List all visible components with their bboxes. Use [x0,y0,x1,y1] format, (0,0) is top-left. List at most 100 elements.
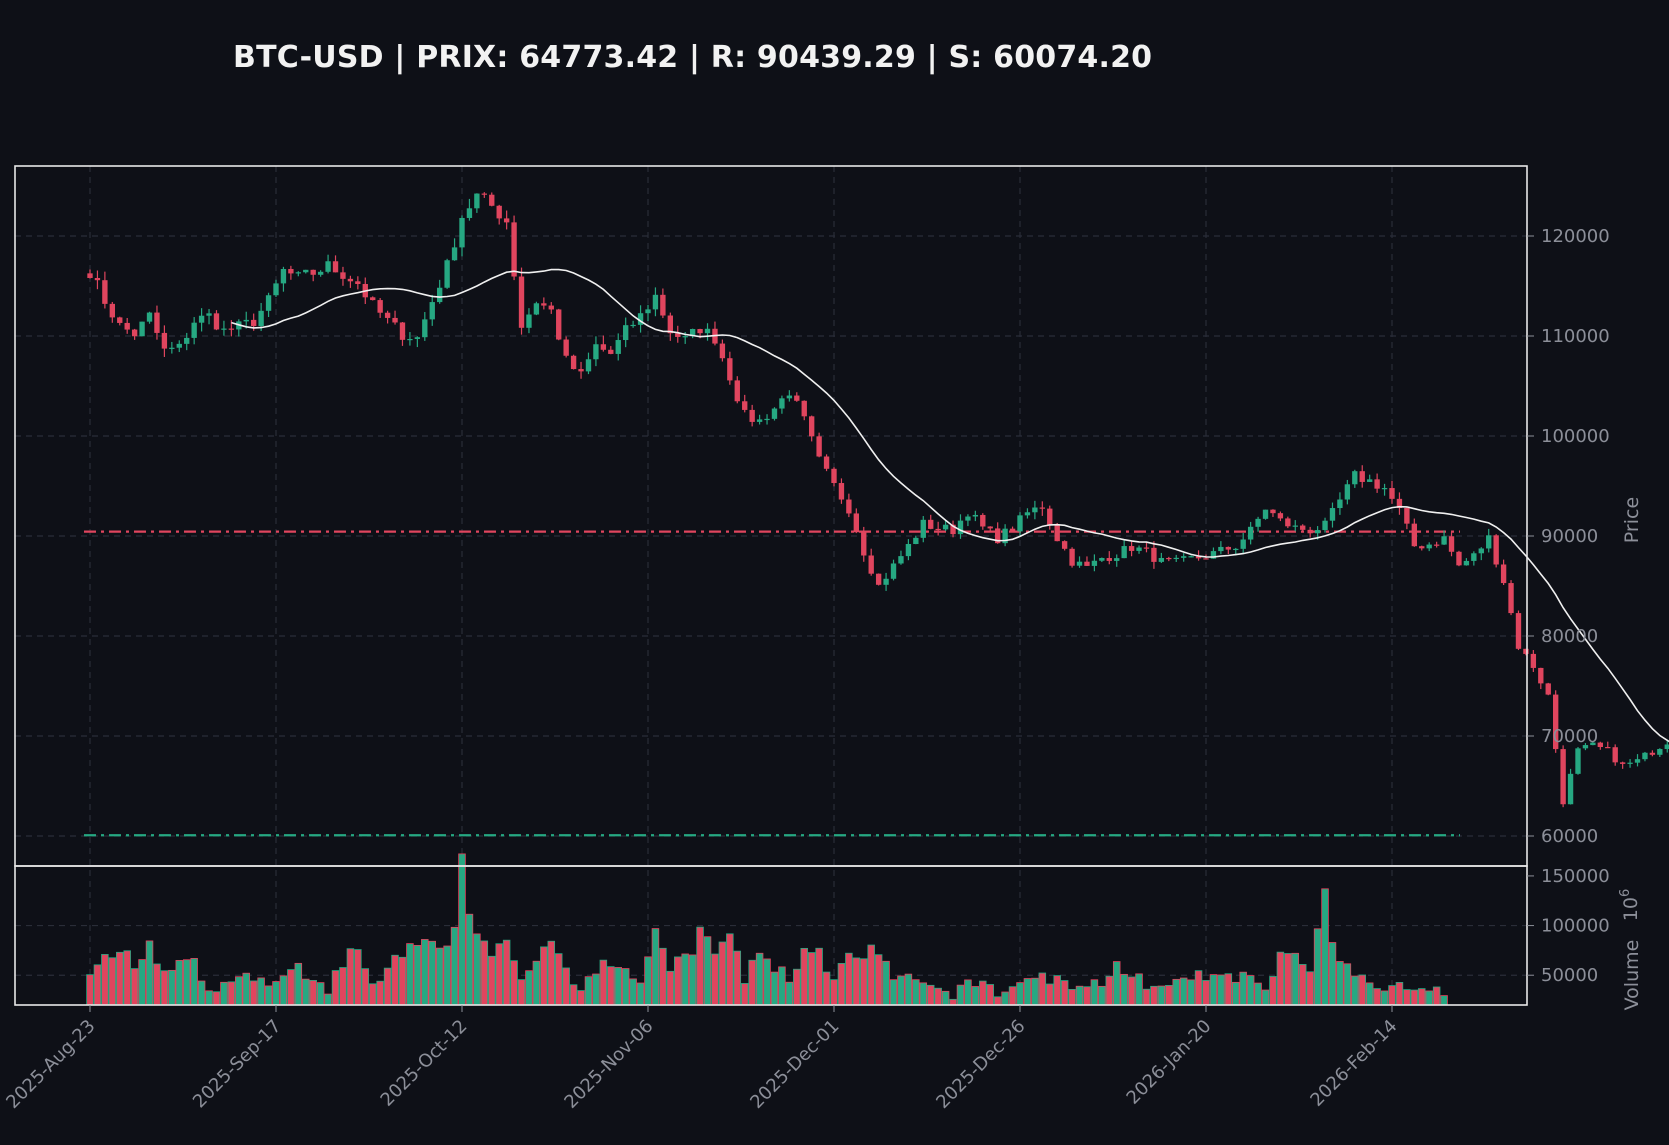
volume-bar-111 [912,979,920,1006]
candle-body-83 [704,328,711,334]
volume-bar-170 [1351,975,1359,1006]
volume-bar-85 [718,941,727,1006]
candle-body-42 [399,322,406,340]
candle-body-173 [1374,479,1380,489]
candle-body-185 [1463,560,1470,566]
candle-body-141 [1136,547,1142,551]
volume-bar-180 [1425,990,1433,1006]
candle-body-59 [526,314,532,328]
candle-body-70 [608,349,614,354]
volume-bar-73 [629,978,637,1006]
panel-frames [14,165,1528,1006]
volume-bar-20 [235,976,243,1006]
volume-bar-172 [1365,982,1374,1006]
candle-body-96 [801,400,807,417]
reference-lines [84,530,1460,837]
candle-body-114 [935,528,941,531]
volume-bar-81 [688,954,697,1006]
price-panel-frame [14,165,1528,867]
volume-bar-44 [413,945,422,1006]
candle-body-39 [377,300,383,313]
volume-bar-132 [1068,989,1076,1006]
candle-body-3 [109,303,115,318]
volume-bar-120 [979,980,987,1006]
volume-bar-45 [421,939,429,1006]
volume-bar-69 [599,959,608,1006]
candle-body-0 [87,273,93,278]
volume-bar-58 [517,979,526,1006]
volume-bar-40 [383,967,392,1006]
candle-body-102 [846,499,852,514]
volume-bar-83 [703,936,712,1006]
x-tick-label-3: 2025-Nov-06 [560,1016,657,1113]
volume-bar-68 [592,973,600,1006]
volume-bar-10 [160,970,169,1006]
candle-body-148 [1188,556,1194,558]
volume-bar-4 [116,951,124,1006]
volume-bar-117 [956,984,965,1006]
candle-body-134 [1084,561,1090,566]
candle-body-66 [578,369,584,372]
volume-bar-102 [845,952,853,1006]
candle-body-112 [920,519,926,538]
candle-body-204 [1605,747,1611,749]
volume-bar-34 [339,967,347,1006]
candle-body-78 [667,315,673,334]
volume-bar-98 [815,947,823,1006]
candle-body-199 [1567,773,1574,805]
volume-bar-104 [860,958,868,1006]
volume-bar-142 [1142,988,1151,1006]
candle-body-80 [682,336,688,338]
candle-body-131 [1061,541,1068,549]
volume-tick-label-2: 150000 [1541,866,1610,887]
volume-bar-141 [1135,973,1143,1006]
candle-body-12 [176,343,182,348]
volume-bar-47 [435,947,444,1006]
x-tick-label-4: 2025-Dec-01 [746,1016,843,1113]
volume-bar-31 [316,982,325,1006]
volume-bar-53 [480,940,489,1006]
candle-body-62 [548,305,554,310]
candle-body-40 [384,312,391,318]
volume-bar-140 [1127,976,1136,1006]
candle-body-56 [503,218,510,223]
volume-bar-90 [755,952,764,1006]
volume-bar-137 [1105,975,1114,1006]
volume-bar-181 [1432,986,1441,1006]
volume-bar-156 [1246,975,1255,1006]
candle-body-92 [771,408,778,419]
candle-body-132 [1069,548,1075,566]
candle-body-45 [422,319,428,338]
y-tick-label-3: 90000 [1541,526,1598,547]
volume-bar-80 [681,953,689,1006]
volume-bar-38 [368,983,377,1006]
candle-body-33 [332,261,339,273]
volume-bar-129 [1046,983,1054,1006]
candle-body-163 [1300,525,1306,530]
candle-body-187 [1478,548,1484,554]
volume-bar-78 [666,970,675,1006]
candle-body-29 [303,269,309,273]
candle-body-68 [593,344,599,360]
volume-bar-28 [294,962,303,1006]
volume-bar-70 [607,966,615,1006]
candle-body-27 [288,268,294,274]
candle-body-76 [652,294,659,310]
candle-body-52 [474,193,480,209]
candle-body-51 [466,208,473,218]
candle-body-117 [957,520,964,535]
candle-body-104 [861,532,867,556]
candle-body-55 [496,205,502,219]
volume-bar-162 [1291,952,1300,1006]
candle-body-194 [1530,653,1537,668]
candle-body-206 [1619,762,1626,764]
volume-bar-154 [1232,981,1240,1006]
volume-bar-15 [197,980,206,1006]
volume-bar-22 [249,980,258,1006]
volume-bar-127 [1031,977,1039,1006]
candle-body-85 [719,343,726,359]
candle-body-11 [169,347,175,349]
volume-bar-103 [852,957,861,1006]
candle-body-121 [987,526,993,529]
candle-body-129 [1047,508,1053,526]
